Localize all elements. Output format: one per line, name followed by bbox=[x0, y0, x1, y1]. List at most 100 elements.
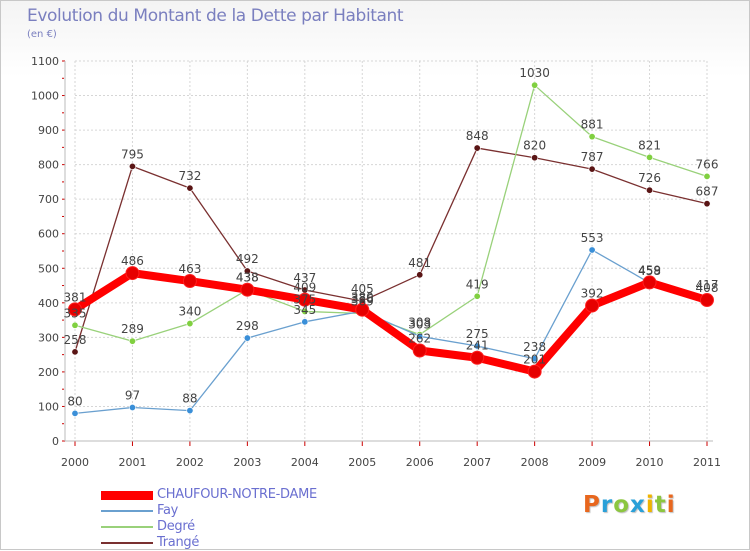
data-label: 308 bbox=[408, 316, 431, 330]
y-tick-label: 900 bbox=[38, 124, 59, 137]
data-point bbox=[125, 266, 140, 281]
legend-label: Degré bbox=[157, 519, 195, 534]
legend-swatch bbox=[101, 526, 153, 528]
y-tick-label: 500 bbox=[38, 262, 59, 275]
data-point bbox=[473, 292, 481, 300]
data-label: 486 bbox=[121, 254, 144, 268]
data-label: 732 bbox=[178, 169, 201, 183]
x-tick-label: 2007 bbox=[463, 456, 491, 469]
data-point bbox=[527, 364, 542, 379]
data-point bbox=[531, 81, 539, 89]
data-label: 335 bbox=[64, 306, 87, 320]
data-label: 419 bbox=[466, 277, 489, 291]
x-tick-label: 2011 bbox=[693, 456, 721, 469]
data-label: 238 bbox=[523, 340, 546, 354]
x-tick-label: 2009 bbox=[578, 456, 606, 469]
data-point bbox=[588, 165, 596, 173]
data-point bbox=[71, 321, 79, 329]
data-label: 262 bbox=[408, 331, 431, 345]
y-tick-label: 300 bbox=[38, 331, 59, 344]
data-label: 376 bbox=[351, 292, 374, 306]
data-point bbox=[128, 337, 136, 345]
data-point bbox=[71, 348, 79, 356]
data-point bbox=[412, 343, 427, 358]
data-label: 380 bbox=[351, 291, 374, 305]
y-tick-label: 700 bbox=[38, 193, 59, 206]
data-label: 417 bbox=[696, 278, 719, 292]
series-line-3 bbox=[74, 147, 708, 353]
data-label: 340 bbox=[178, 305, 201, 319]
data-label: 409 bbox=[293, 281, 316, 295]
chart-title: Evolution du Montant de la Dette par Hab… bbox=[27, 6, 404, 26]
x-tick-label: 2010 bbox=[636, 456, 664, 469]
data-point bbox=[585, 298, 600, 313]
x-tick-label: 2008 bbox=[521, 456, 549, 469]
x-tick-label: 2002 bbox=[176, 456, 204, 469]
x-tick-label: 2004 bbox=[291, 456, 319, 469]
proxiti-logo[interactable]: Proxiti bbox=[583, 492, 676, 518]
data-label: 80 bbox=[67, 394, 82, 408]
x-tick-label: 2005 bbox=[348, 456, 376, 469]
data-label: 345 bbox=[293, 303, 316, 317]
data-point bbox=[355, 302, 370, 317]
data-point bbox=[186, 184, 194, 192]
data-label: 553 bbox=[581, 231, 604, 245]
y-tick-label: 1000 bbox=[31, 90, 59, 103]
data-point bbox=[128, 403, 136, 411]
data-label: 97 bbox=[125, 388, 140, 402]
data-label: 848 bbox=[466, 129, 489, 143]
legend-item-trange[interactable]: Trangé bbox=[101, 535, 317, 551]
y-tick-label: 0 bbox=[52, 435, 59, 448]
legend-label: Fay bbox=[157, 503, 179, 518]
data-label: 405 bbox=[351, 282, 374, 296]
data-label: 459 bbox=[638, 263, 661, 277]
data-point bbox=[243, 334, 251, 342]
x-tick-label: 2003 bbox=[233, 456, 261, 469]
data-label: 88 bbox=[182, 392, 197, 406]
data-label: 289 bbox=[121, 322, 144, 336]
x-tick-label: 2000 bbox=[61, 456, 89, 469]
legend-item-fay[interactable]: Fay bbox=[101, 503, 317, 519]
legend-item-degre[interactable]: Degré bbox=[101, 519, 317, 535]
series-line-1 bbox=[74, 249, 708, 415]
legend-item-chaufour[interactable]: CHAUFOUR-NOTRE-DAME bbox=[101, 487, 317, 503]
data-label: 303 bbox=[408, 317, 431, 331]
x-tick-label: 2001 bbox=[118, 456, 146, 469]
data-label: 438 bbox=[236, 271, 259, 285]
legend-label: CHAUFOUR-NOTRE-DAME bbox=[157, 487, 317, 502]
data-label: 820 bbox=[523, 139, 546, 153]
data-label: 258 bbox=[64, 333, 87, 347]
data-point bbox=[700, 293, 714, 308]
y-tick-label: 800 bbox=[38, 159, 59, 172]
data-point bbox=[128, 162, 136, 170]
data-label: 438 bbox=[236, 271, 259, 285]
data-label: 392 bbox=[581, 287, 604, 301]
legend-swatch bbox=[101, 542, 153, 544]
chart-unit-label: (en €) bbox=[27, 29, 57, 40]
data-label: 726 bbox=[638, 171, 661, 185]
y-tick-label: 100 bbox=[38, 400, 59, 413]
data-point bbox=[243, 267, 251, 275]
data-label: 492 bbox=[236, 252, 259, 266]
data-point bbox=[646, 153, 654, 161]
data-label: 687 bbox=[696, 185, 719, 199]
legend-swatch bbox=[101, 490, 153, 500]
y-tick-label: 200 bbox=[38, 366, 59, 379]
data-label: 275 bbox=[466, 327, 489, 341]
data-point bbox=[240, 282, 255, 297]
data-label: 241 bbox=[466, 339, 489, 353]
data-label: 458 bbox=[638, 264, 661, 278]
data-point bbox=[297, 292, 312, 307]
data-point bbox=[186, 407, 194, 415]
data-point bbox=[416, 271, 424, 279]
data-labels: 381 486 463 438 409 380 262 241 201 392 459 408 80 97… bbox=[64, 66, 719, 408]
series-lines bbox=[68, 81, 714, 417]
data-point bbox=[703, 172, 711, 180]
data-label: 408 bbox=[696, 281, 719, 295]
y-tick-label: 400 bbox=[38, 297, 59, 310]
y-tick-label: 1100 bbox=[31, 55, 59, 68]
data-label: 375 bbox=[293, 292, 316, 306]
data-point bbox=[301, 318, 309, 326]
